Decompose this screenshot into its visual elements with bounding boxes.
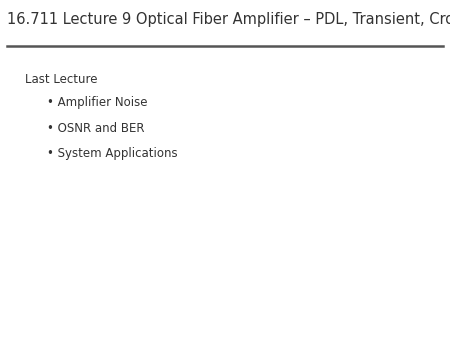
Text: • System Applications: • System Applications [47,147,178,160]
Text: • OSNR and BER: • OSNR and BER [47,122,145,135]
Text: Last Lecture: Last Lecture [25,73,97,86]
Text: • Amplifier Noise: • Amplifier Noise [47,96,148,109]
Text: 16.711 Lecture 9 Optical Fiber Amplifier – PDL, Transient, Cross-talk: 16.711 Lecture 9 Optical Fiber Amplifier… [7,12,450,27]
